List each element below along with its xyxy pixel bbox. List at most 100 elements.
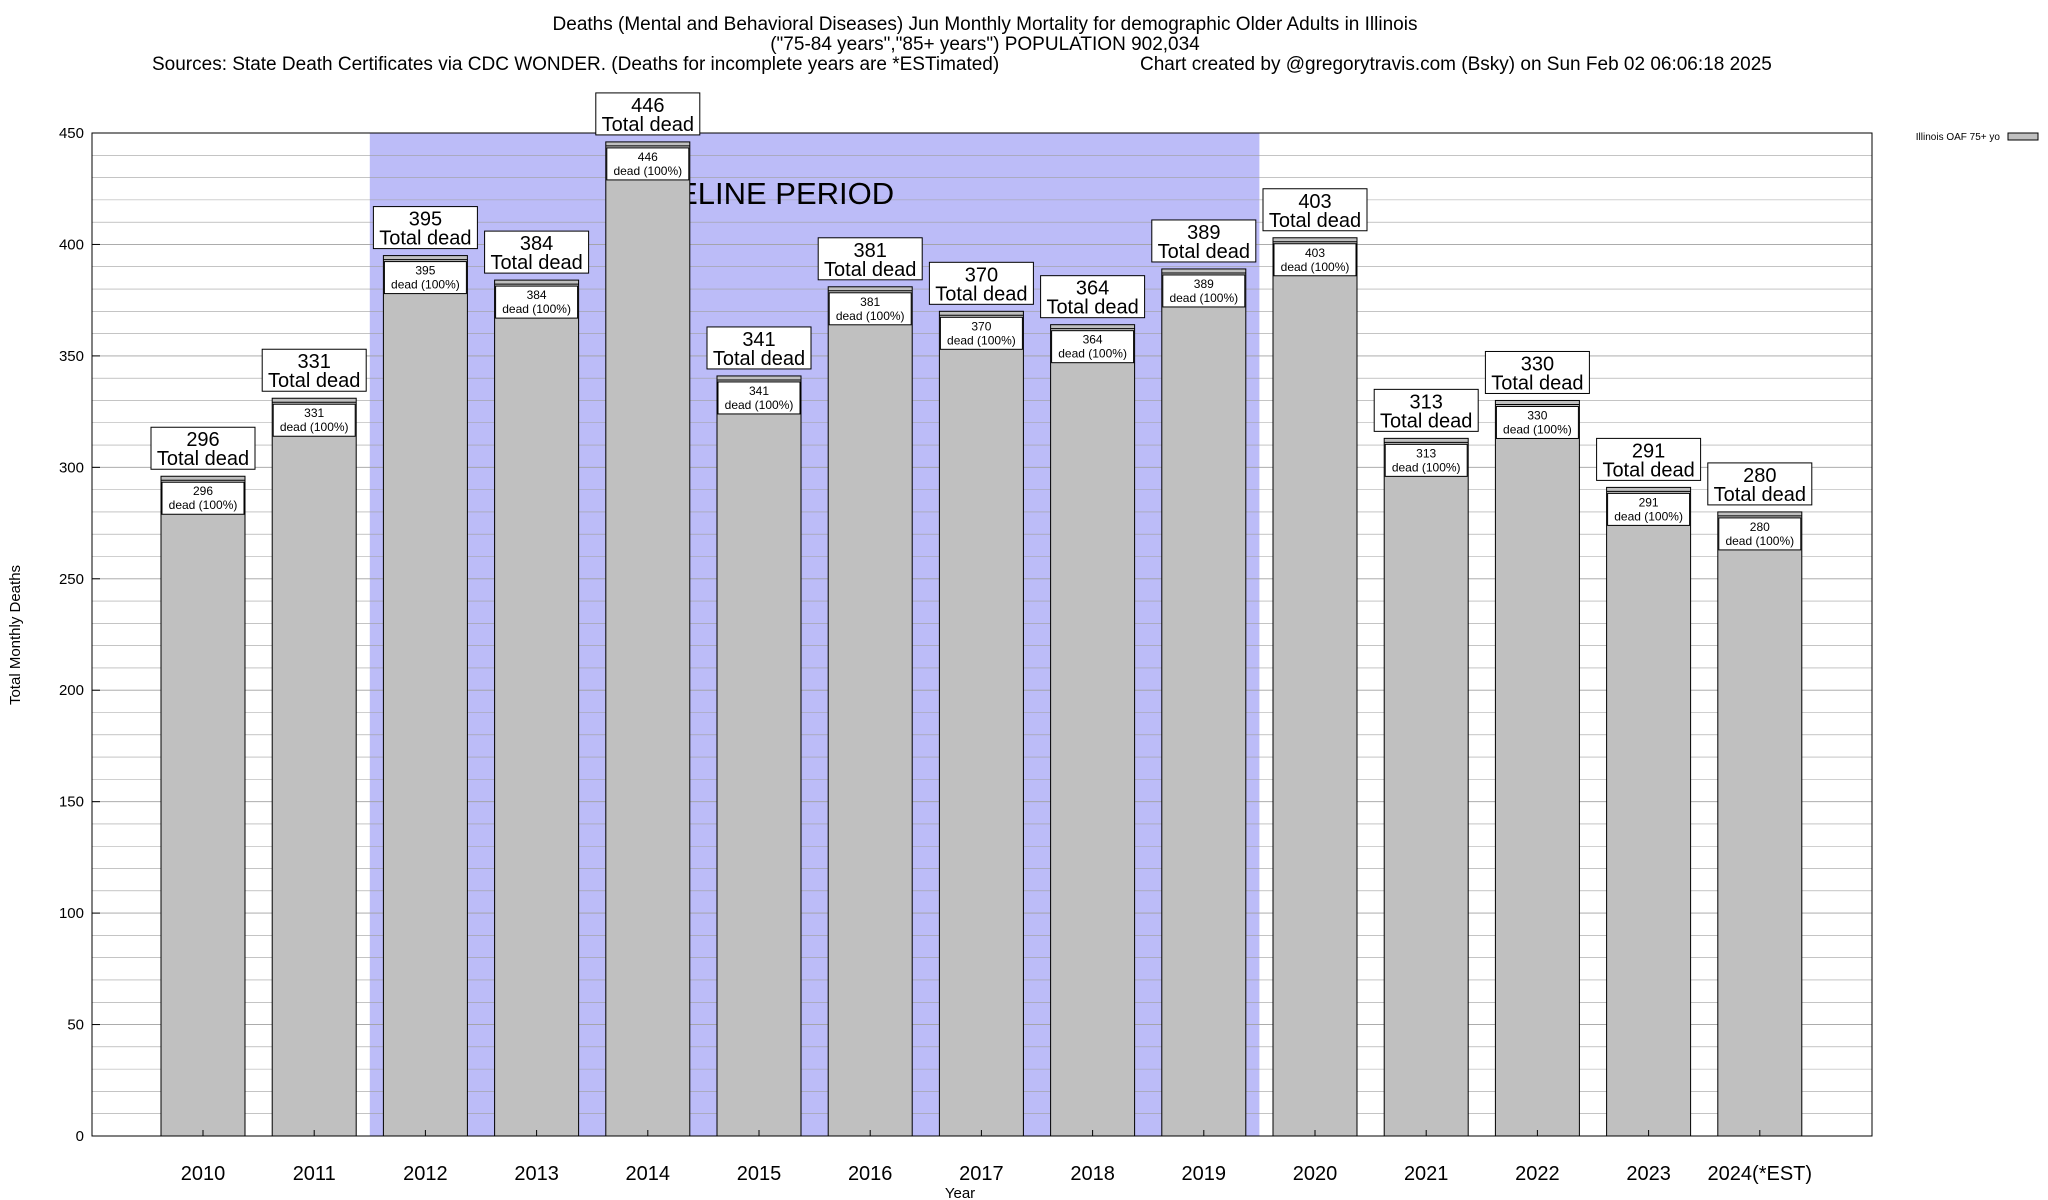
inner-label-value: 364	[1083, 333, 1103, 347]
top-label-value: 313	[1410, 391, 1443, 413]
top-label-value: 341	[742, 329, 775, 351]
top-label-box	[1707, 462, 1813, 506]
bar	[827, 286, 913, 1137]
top-label-value: 389	[1187, 222, 1220, 244]
y-tick-label: 450	[59, 125, 84, 142]
top-label-value: 395	[409, 209, 442, 231]
top-label-suffix: Total dead	[1602, 459, 1694, 481]
bar	[160, 475, 246, 1137]
top-label-box	[1373, 388, 1479, 432]
x-axis-label: Year	[945, 1185, 975, 1200]
inner-label-box	[1607, 492, 1691, 526]
y-axis-label: Total Monthly Deaths	[7, 565, 24, 705]
inner-label-suffix: dead (100%)	[1169, 291, 1238, 305]
x-tick-label: 2018	[1070, 1163, 1115, 1185]
top-label-value: 381	[854, 240, 887, 262]
inner-label-suffix: dead (100%)	[1503, 422, 1572, 436]
top-label-suffix: Total dead	[1380, 410, 1472, 432]
x-tick-label: 2023	[1626, 1163, 1671, 1185]
y-tick-label: 300	[59, 459, 84, 476]
bar	[494, 279, 580, 1137]
bar	[1161, 268, 1247, 1137]
top-label-suffix: Total dead	[1714, 484, 1806, 506]
inner-label-suffix: dead (100%)	[169, 498, 238, 512]
top-label-suffix: Total dead	[490, 252, 582, 274]
chart-sources: Sources: State Death Certificates via CD…	[152, 54, 1000, 75]
inner-label-value: 395	[415, 264, 435, 278]
inner-label-box	[1273, 243, 1357, 277]
y-tick-label: 50	[67, 1017, 84, 1034]
inner-label-value: 403	[1305, 246, 1325, 260]
inner-label-value: 280	[1750, 520, 1770, 534]
top-label-suffix: Total dead	[713, 348, 805, 370]
inner-label-suffix: dead (100%)	[725, 398, 794, 412]
top-label-suffix: Total dead	[824, 259, 916, 281]
y-tick-label: 100	[59, 905, 84, 922]
top-label-value: 403	[1298, 191, 1331, 213]
x-tick-label: 2015	[737, 1163, 782, 1185]
inner-label-value: 370	[971, 319, 991, 333]
inner-label-box	[717, 381, 801, 415]
inner-label-box	[828, 292, 912, 326]
x-tick-label: 2021	[1404, 1163, 1449, 1185]
inner-label-value: 330	[1527, 408, 1547, 422]
x-tick-label: 2012	[403, 1163, 448, 1185]
top-label-suffix: Total dead	[379, 228, 471, 250]
bar	[271, 397, 357, 1137]
inner-label-value: 296	[193, 484, 213, 498]
bar	[1383, 437, 1469, 1137]
inner-label-box	[272, 403, 356, 437]
top-label-box	[1484, 350, 1590, 394]
inner-label-value: 384	[527, 288, 547, 302]
chart-title: Deaths (Mental and Behavioral Diseases) …	[552, 14, 1418, 35]
top-label-value: 370	[965, 264, 998, 286]
top-label-box	[706, 326, 812, 370]
inner-label-value: 446	[638, 150, 658, 164]
inner-label-suffix: dead (100%)	[1281, 260, 1350, 274]
bar	[1272, 237, 1358, 1137]
x-tick-label: 2024(*EST)	[1708, 1163, 1813, 1185]
inner-label-box	[161, 481, 245, 515]
x-tick-label: 2022	[1515, 1163, 1560, 1185]
top-label-box	[928, 261, 1034, 305]
bar	[1606, 486, 1692, 1137]
inner-label-value: 291	[1639, 495, 1659, 509]
inner-label-suffix: dead (100%)	[280, 420, 349, 434]
y-tick-label: 150	[59, 794, 84, 811]
bar	[605, 141, 691, 1137]
inner-label-box	[495, 285, 579, 319]
inner-label-suffix: dead (100%)	[502, 302, 571, 316]
inner-label-suffix: dead (100%)	[947, 333, 1016, 347]
y-tick-label: 350	[59, 348, 84, 365]
inner-label-suffix: dead (100%)	[836, 309, 905, 323]
top-label-suffix: Total dead	[1491, 372, 1583, 394]
legend-label: Illinois OAF 75+ yo	[1916, 132, 2001, 143]
inner-label-suffix: dead (100%)	[391, 278, 460, 292]
top-label-value: 291	[1632, 440, 1665, 462]
top-label-suffix: Total dead	[268, 370, 360, 392]
x-tick-label: 2020	[1293, 1163, 1338, 1185]
inner-label-box	[1162, 274, 1246, 308]
inner-label-value: 381	[860, 295, 880, 309]
top-label-box	[484, 230, 590, 274]
chart-credit: Chart created by @gregorytravis.com (Bsk…	[1140, 54, 1772, 75]
top-label-box	[595, 92, 701, 136]
top-label-box	[817, 237, 923, 281]
inner-label-box	[1051, 330, 1135, 364]
inner-label-value: 341	[749, 384, 769, 398]
x-tick-label: 2016	[848, 1163, 893, 1185]
inner-label-box	[383, 261, 467, 295]
x-tick-label: 2011	[293, 1163, 336, 1185]
bar	[1717, 511, 1803, 1137]
inner-label-value: 313	[1416, 446, 1436, 460]
top-label-box	[1596, 437, 1702, 481]
x-tick-label: 2014	[626, 1163, 671, 1185]
bar	[716, 375, 802, 1137]
top-label-box	[1040, 275, 1146, 319]
top-label-suffix: Total dead	[935, 283, 1027, 305]
top-label-box	[261, 348, 367, 392]
top-label-suffix: Total dead	[1158, 241, 1250, 263]
top-label-value: 331	[298, 351, 331, 373]
inner-label-suffix: dead (100%)	[1725, 534, 1794, 548]
top-label-suffix: Total dead	[1269, 210, 1361, 232]
